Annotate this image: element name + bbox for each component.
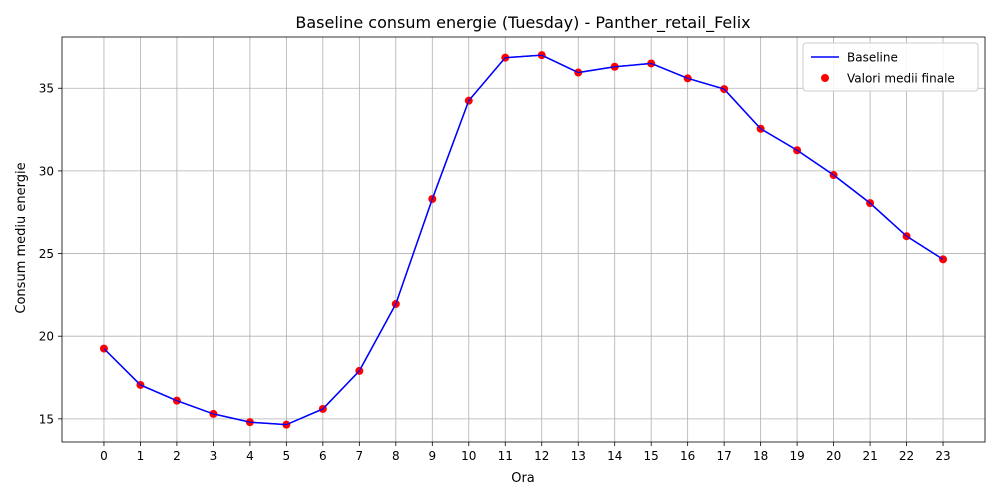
plot-frame <box>61 36 986 443</box>
x-tick-label: 13 <box>571 449 586 463</box>
y-axis-label: Consum mediu energie <box>14 162 29 313</box>
x-tick-label: 0 <box>100 449 108 463</box>
x-tick-label: 7 <box>356 449 364 463</box>
x-tick-label: 2 <box>173 449 181 463</box>
x-tick-label: 22 <box>899 449 914 463</box>
x-tick-label: 21 <box>862 449 877 463</box>
x-tick-label: 16 <box>680 449 695 463</box>
x-tick-label: 12 <box>534 449 549 463</box>
x-tick-label: 11 <box>498 449 513 463</box>
series-layer <box>99 51 948 429</box>
y-tick-label: 30 <box>39 164 54 178</box>
x-tick-label: 1 <box>137 449 145 463</box>
legend-label: Baseline <box>847 51 898 65</box>
series-line-baseline <box>103 54 944 426</box>
y-tick-label: 25 <box>39 247 54 261</box>
x-tick-label: 20 <box>826 449 841 463</box>
x-tick-label: 19 <box>789 449 804 463</box>
chart-title: Baseline consum energie (Tuesday) - Pant… <box>295 13 750 33</box>
x-tick-label: 18 <box>753 449 768 463</box>
x-tick-label: 14 <box>607 449 622 463</box>
legend-point-marker <box>821 74 829 82</box>
legend-box <box>802 42 979 92</box>
x-tick-label: 9 <box>428 449 436 463</box>
axes: 0 1 2 3 4 5 6 7 8 9 10 11 12 13 14 15 16 17 18 19 20 21 22 2315… <box>39 36 986 463</box>
y-tick-label: 35 <box>39 82 54 96</box>
grid <box>62 37 985 442</box>
series-line-overlay <box>103 54 944 426</box>
x-tick-label: 15 <box>644 449 659 463</box>
x-tick-label: 6 <box>319 449 327 463</box>
x-axis-label: Ora <box>511 471 535 486</box>
x-tick-label: 23 <box>935 449 950 463</box>
legend-label: Valori medii finale <box>847 72 955 86</box>
x-tick-label: 3 <box>210 449 218 463</box>
x-tick-label: 5 <box>283 449 291 463</box>
legend: Baseline Valori medii finale <box>802 42 979 92</box>
x-tick-label: 10 <box>461 449 476 463</box>
x-tick-label: 8 <box>392 449 400 463</box>
y-tick-label: 20 <box>39 330 54 344</box>
x-tick-label: 17 <box>717 449 732 463</box>
x-tick-label: 4 <box>246 449 254 463</box>
y-tick-label: 15 <box>39 412 54 426</box>
